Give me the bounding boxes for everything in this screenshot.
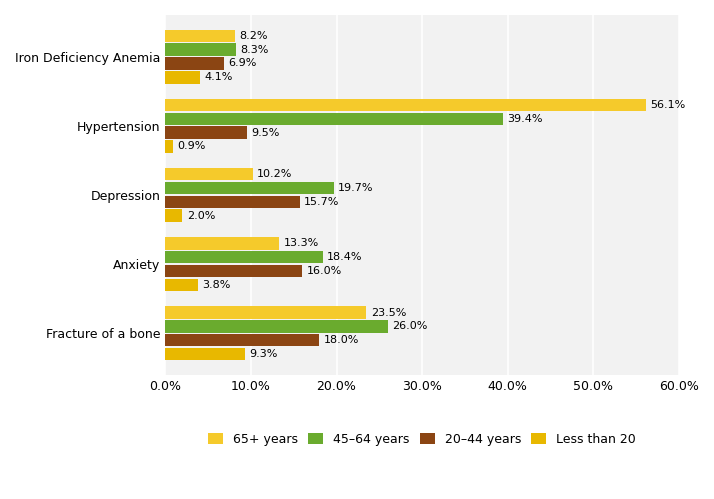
- Bar: [165, 251, 323, 263]
- Text: 8.2%: 8.2%: [240, 31, 268, 41]
- Bar: [165, 99, 645, 111]
- Bar: [165, 265, 302, 277]
- Text: 26.0%: 26.0%: [392, 321, 428, 331]
- Text: 15.7%: 15.7%: [304, 197, 339, 207]
- Text: 6.9%: 6.9%: [228, 58, 257, 68]
- Bar: [165, 57, 224, 70]
- Bar: [165, 237, 279, 250]
- Text: 4.1%: 4.1%: [205, 72, 233, 82]
- Bar: [165, 196, 300, 208]
- Bar: [165, 71, 201, 83]
- Bar: [165, 334, 319, 346]
- Text: 13.3%: 13.3%: [283, 239, 318, 249]
- Text: 39.4%: 39.4%: [507, 114, 543, 124]
- Text: 16.0%: 16.0%: [306, 266, 342, 276]
- Text: 10.2%: 10.2%: [257, 169, 292, 179]
- Legend: 65+ years, 45–64 years, 20–44 years, Less than 20: 65+ years, 45–64 years, 20–44 years, Les…: [203, 428, 641, 451]
- Text: 2.0%: 2.0%: [186, 211, 215, 221]
- Text: 56.1%: 56.1%: [650, 100, 685, 110]
- Bar: [165, 348, 245, 360]
- Text: 19.7%: 19.7%: [338, 183, 373, 193]
- Bar: [165, 306, 366, 319]
- Bar: [165, 278, 198, 291]
- Text: 9.5%: 9.5%: [251, 128, 279, 138]
- Text: 8.3%: 8.3%: [241, 44, 269, 54]
- Bar: [165, 113, 503, 125]
- Text: 0.9%: 0.9%: [177, 142, 206, 152]
- Bar: [165, 210, 182, 222]
- Text: 23.5%: 23.5%: [371, 307, 406, 317]
- Bar: [165, 29, 236, 42]
- Text: 9.3%: 9.3%: [249, 349, 278, 359]
- Bar: [165, 320, 388, 333]
- Text: 18.0%: 18.0%: [323, 335, 359, 345]
- Text: 18.4%: 18.4%: [327, 252, 363, 262]
- Bar: [165, 126, 246, 139]
- Bar: [165, 43, 236, 56]
- Bar: [165, 168, 253, 181]
- Bar: [165, 140, 173, 153]
- Bar: [165, 182, 334, 194]
- Text: 3.8%: 3.8%: [202, 280, 231, 290]
